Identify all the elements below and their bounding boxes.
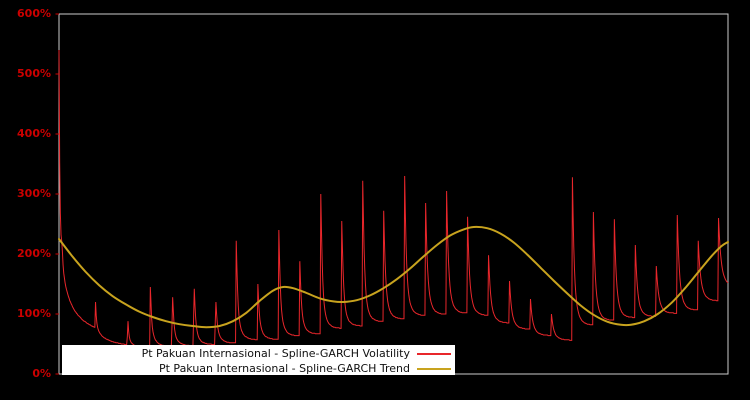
legend-entry-trend[interactable]: Pt Pakuan Internasional - Spline-GARCH T… <box>63 361 454 376</box>
y-tick-label: 300% <box>17 187 51 200</box>
plot-area-background <box>59 14 728 374</box>
chart-legend[interactable]: Pt Pakuan Internasional - Spline-GARCH V… <box>62 345 455 375</box>
y-tick-label: 600% <box>17 7 51 20</box>
y-tick-label: 400% <box>17 127 51 140</box>
trend-series-path <box>58 225 729 329</box>
y-tick-label: 100% <box>17 307 51 320</box>
legend-line-sample-trend <box>417 363 451 374</box>
y-tick-label: 200% <box>17 247 51 260</box>
y-tick-marks <box>55 13 59 375</box>
legend-line-sample-volatility <box>417 348 451 359</box>
legend-label-volatility: Pt Pakuan Internasional - Spline-GARCH V… <box>141 347 410 360</box>
legend-entry-volatility[interactable]: Pt Pakuan Internasional - Spline-GARCH V… <box>63 346 454 361</box>
y-tick-label: 500% <box>17 67 51 80</box>
legend-label-trend: Pt Pakuan Internasional - Spline-GARCH T… <box>158 362 410 375</box>
y-tick-label: 0% <box>32 367 51 380</box>
